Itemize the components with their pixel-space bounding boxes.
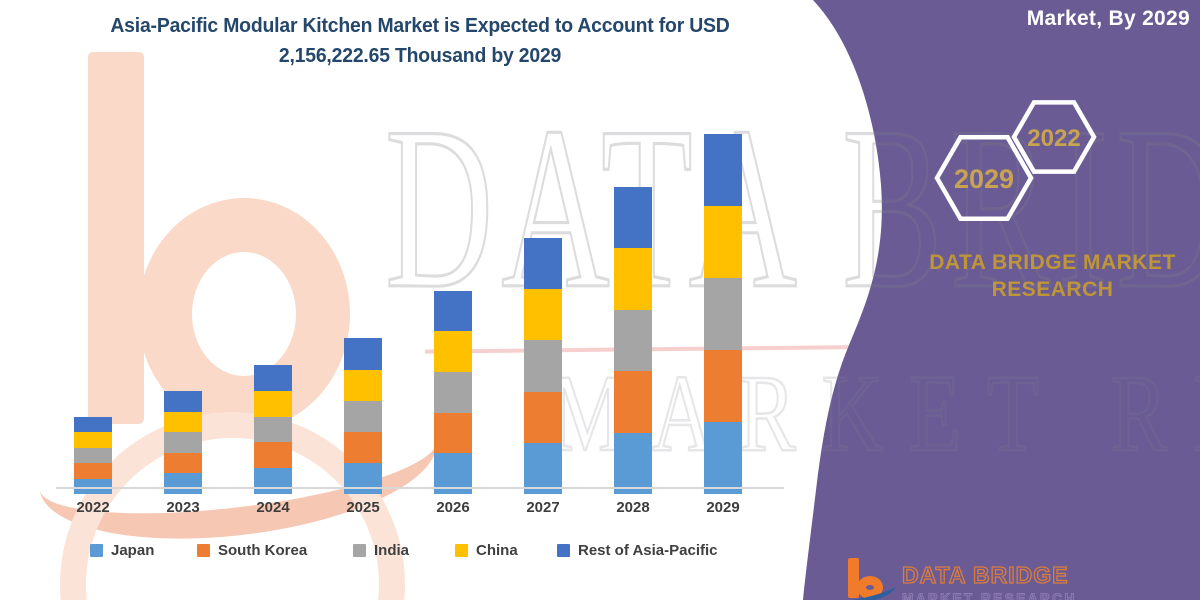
bar-2023 (164, 391, 202, 494)
page-title-line1: Asia-Pacific Modular Kitchen Market is E… (110, 15, 730, 37)
bar-2025 (344, 338, 382, 494)
bar-segment-rest-of-asia-pacific-2022 (74, 416, 112, 433)
x-axis-label-2023: 2023 (166, 499, 200, 516)
bar-segment-japan-2023 (164, 473, 202, 494)
x-axis-label-2029: 2029 (706, 499, 740, 516)
bar-segment-china-2027 (524, 289, 562, 341)
bar-segment-rest-of-asia-pacific-2029 (704, 134, 742, 206)
brand-wordmark-line1: DATA BRIDGE MARKET (929, 251, 1176, 274)
legend-label-japan: Japan (111, 541, 155, 559)
bar-segment-india-2023 (164, 432, 202, 453)
legend-item-south-korea: South Korea (197, 541, 307, 559)
bar-segment-south-korea-2026 (434, 412, 472, 454)
bar-segment-japan-2025 (344, 462, 382, 494)
bar-segment-india-2022 (74, 447, 112, 464)
legend-swatch-india (353, 543, 366, 557)
bar-segment-china-2028 (614, 248, 652, 310)
banner-caption: Market, By 2029 (1026, 7, 1190, 30)
bar-segment-south-korea-2029 (704, 350, 742, 422)
x-axis-label-2026: 2026 (436, 499, 470, 516)
bar-segment-china-2029 (704, 206, 742, 278)
bar-2028 (614, 186, 652, 494)
x-axis-label-2027: 2027 (526, 499, 560, 516)
bar-2029 (704, 134, 742, 494)
bar-segment-south-korea-2022 (74, 463, 112, 479)
brand-wordmark: DATA BRIDGE MARKET RESEARCH (900, 249, 1200, 303)
bar-segment-rest-of-asia-pacific-2024 (254, 364, 292, 391)
bar-segment-japan-2024 (254, 468, 292, 494)
bar-segment-india-2026 (434, 371, 472, 413)
legend-swatch-japan (90, 543, 103, 557)
bar-segment-china-2022 (74, 432, 112, 448)
legend-swatch-south-korea (197, 543, 210, 557)
bar-segment-india-2024 (254, 416, 292, 443)
legend-label-india: India (374, 541, 410, 559)
bar-segment-rest-of-asia-pacific-2025 (344, 338, 382, 370)
legend-item-china: China (455, 541, 518, 559)
bar-segment-india-2028 (614, 309, 652, 372)
bar-segment-india-2029 (704, 278, 742, 350)
legend-label-china: China (476, 541, 518, 559)
x-axis-label-2022: 2022 (76, 499, 110, 516)
bar-segment-china-2024 (254, 390, 292, 417)
bar-segment-south-korea-2023 (164, 452, 202, 474)
legend-swatch-china (455, 543, 468, 557)
legend-label-south-korea: South Korea (218, 541, 308, 559)
bar-segment-japan-2028 (614, 432, 652, 494)
bar-segment-china-2026 (434, 331, 472, 372)
footer-logo-name: DATA BRIDGE (901, 561, 1069, 588)
page-title: Asia-Pacific Modular Kitchen Market is E… (61, 11, 779, 71)
bar-segment-india-2027 (524, 340, 562, 392)
bar-2026 (434, 290, 472, 494)
brand-wordmark-line2: RESEARCH (991, 278, 1114, 301)
bar-segment-south-korea-2027 (524, 391, 562, 443)
legend-label-rest-of-asia-pacific: Rest of Asia-Pacific (578, 541, 718, 559)
chart-legend: Japan South Korea India China Rest of Asia-P… (0, 541, 782, 561)
x-axis-label-2028: 2028 (616, 499, 650, 516)
bar-segment-china-2023 (164, 411, 202, 433)
legend-item-rest-of-asia-pacific: Rest of Asia-Pacific (557, 541, 718, 559)
page-title-line2: 2,156,222.65 Thousand by 2029 (278, 45, 562, 67)
bar-segment-south-korea-2028 (614, 371, 652, 433)
x-axis-line (56, 487, 784, 489)
bar-2022 (74, 416, 112, 494)
bar-segment-japan-2029 (704, 422, 742, 494)
legend-swatch-rest-of-asia-pacific (557, 543, 570, 557)
footer-logo-tagline: MARKET RESEARCH (902, 591, 1077, 600)
footer-logo-b-bowl (857, 576, 883, 599)
x-axis-label-2025: 2025 (346, 499, 380, 516)
footer-logo: DATA BRIDGE MARKET RESEARCH (836, 554, 1088, 600)
x-axis-label-2024: 2024 (256, 499, 290, 516)
footer-logo-b-stem (848, 558, 859, 598)
legend-item-india: India (353, 541, 409, 559)
bar-2024 (254, 364, 292, 494)
stacked-bar-plot (58, 0, 782, 494)
bar-2027 (524, 237, 562, 494)
bar-segment-india-2025 (344, 400, 382, 432)
bar-segment-rest-of-asia-pacific-2028 (614, 186, 652, 249)
legend-item-japan: Japan (90, 541, 154, 559)
bar-segment-south-korea-2025 (344, 431, 382, 463)
bar-segment-rest-of-asia-pacific-2026 (434, 290, 472, 332)
bar-segment-south-korea-2024 (254, 442, 292, 469)
bar-segment-china-2025 (344, 369, 382, 401)
bar-segment-japan-2027 (524, 442, 562, 494)
bar-segment-rest-of-asia-pacific-2027 (524, 237, 562, 289)
bar-segment-rest-of-asia-pacific-2023 (164, 391, 202, 412)
